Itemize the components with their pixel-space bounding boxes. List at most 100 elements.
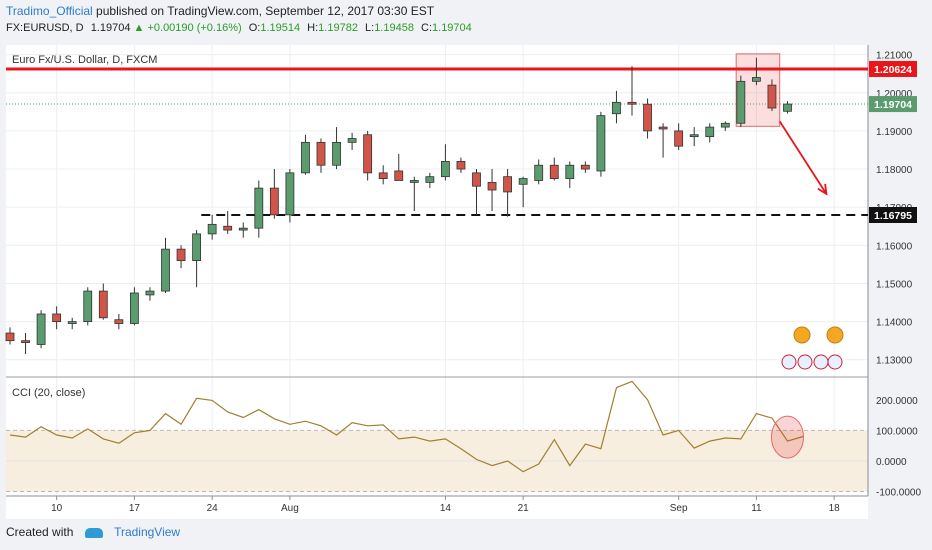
candle-body (736, 80, 746, 124)
flag-icon[interactable] (781, 354, 797, 370)
publish-header: Tradimo_Official published on TradingVie… (6, 4, 434, 18)
candle-body (643, 103, 652, 132)
candle-body (518, 178, 528, 185)
candles (5, 57, 792, 355)
publish-info: published on TradingView.com, September … (96, 4, 435, 18)
candle-body (580, 164, 590, 170)
tradingview-link[interactable]: TradingView (114, 525, 181, 539)
candle-body (720, 122, 730, 128)
price-tick-label: 1.21000 (876, 51, 913, 62)
time-tick-label: 24 (207, 503, 219, 514)
last-price-value: 1.19704 (90, 22, 131, 34)
candle-body (98, 290, 108, 319)
dividend-icon[interactable] (826, 326, 844, 344)
candle-body (129, 292, 139, 324)
time-tick-label: 11 (751, 503, 762, 514)
candle-body (332, 141, 341, 166)
candle-body (612, 101, 621, 115)
candle-body (627, 101, 637, 105)
candle-body (440, 161, 450, 178)
low-value: 1.19458 (374, 22, 414, 34)
candle-body (238, 227, 248, 231)
candle-body (192, 233, 202, 261)
cci-tick-label: 0.0000 (876, 457, 907, 468)
candle-body (285, 172, 295, 216)
flag-icon[interactable] (827, 354, 843, 370)
candle-body (5, 332, 15, 342)
candle-body (674, 130, 684, 147)
candle-body (394, 170, 404, 181)
candle-body (596, 115, 606, 172)
close-label: C: (421, 22, 433, 34)
time-tick-label: 10 (51, 503, 63, 514)
candle-body (534, 164, 544, 181)
event-icons[interactable] (781, 326, 844, 370)
candle-body (254, 187, 264, 229)
cci-tick-label: -100.0000 (876, 488, 921, 499)
candle-body (425, 176, 435, 183)
candle-body (658, 126, 668, 130)
candle-body (176, 248, 186, 261)
low-label: L: (365, 22, 375, 34)
candle-body (487, 181, 497, 191)
author-link[interactable]: Tradimo_Official (6, 4, 93, 18)
price-tick-label: 1.20000 (876, 89, 913, 100)
candle-body (503, 176, 513, 193)
candle-body (145, 290, 155, 296)
tradingview-logo-icon (84, 527, 103, 538)
projection-arrow (778, 120, 828, 196)
time-tick-label: Sep (670, 503, 688, 514)
last-price-badge-bg (869, 96, 917, 113)
candle-body (347, 138, 357, 143)
up-triangle-icon: ▲ (133, 22, 145, 34)
candle-body (161, 248, 170, 292)
candle-body (363, 134, 373, 174)
candle-body (689, 134, 699, 138)
resistance-badge: 1.20624 (874, 64, 912, 76)
candle-body (67, 321, 77, 324)
flag-icon[interactable] (813, 354, 829, 370)
price-badges: 1.20624 1.19704 1.16795 (869, 60, 917, 224)
price-tick-label: 1.14000 (876, 318, 913, 329)
candle-body (223, 225, 233, 231)
close-value: 1.19704 (432, 22, 472, 34)
cci-line (9, 380, 804, 473)
candle-body (83, 290, 93, 323)
arrow-shaft (778, 120, 828, 195)
time-tick-label: 17 (129, 503, 141, 514)
support-badge: 1.16795 (874, 210, 912, 222)
cci-title: CCI (20, close) (12, 387, 85, 399)
time-tick-label: 21 (518, 503, 530, 514)
candle-body (767, 84, 777, 109)
price-tick-label: 1.19000 (876, 127, 913, 138)
candle-body (456, 161, 466, 170)
footer: Created with TradingView (6, 525, 180, 539)
time-tick-label: Aug (281, 503, 299, 514)
cci-highlight (771, 415, 804, 459)
dividend-icon[interactable] (793, 326, 811, 344)
candle-body (752, 77, 761, 82)
candle-body (114, 319, 124, 324)
candle-body (269, 187, 279, 216)
level-lines (6, 67, 868, 217)
candle-body (36, 313, 46, 345)
candle-body (316, 141, 326, 166)
high-label: H: (307, 22, 319, 34)
price-tick-label: 1.15000 (876, 279, 913, 290)
cci-axis: 200.0000 100.0000 0.0000 -100.0000 (876, 396, 921, 499)
cci-highlight-ellipse (771, 415, 804, 459)
grid-lines (6, 45, 868, 496)
candle-body (783, 103, 792, 112)
open-label: O: (248, 22, 261, 34)
candle-body (549, 164, 559, 179)
support-badge-bg (869, 207, 917, 224)
time-tick-label: 14 (440, 503, 452, 514)
candle-body (207, 223, 217, 235)
time-axis: 10 17 24 Aug 14 21 Sep 11 18 (51, 496, 840, 514)
candle-body (52, 313, 62, 323)
change-value: +0.00190 (+0.16%) (147, 22, 242, 34)
candle-body (378, 172, 388, 179)
open-value: 1.19514 (260, 22, 301, 34)
flag-icon[interactable] (797, 354, 813, 370)
